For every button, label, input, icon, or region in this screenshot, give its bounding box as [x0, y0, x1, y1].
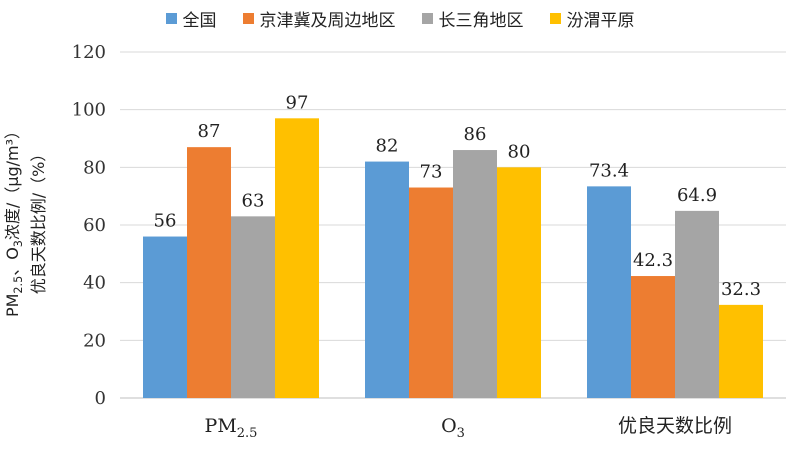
y-tick-label: 20 — [83, 330, 106, 351]
bar-data-label: 73.4 — [589, 160, 629, 181]
bar-data-label: 73 — [420, 162, 443, 183]
legend-swatch-national — [165, 13, 177, 24]
x-tick-label: O3 — [441, 415, 465, 441]
legend: 全国 京津冀及周边地区 长三角地区 汾渭平原 — [0, 6, 800, 31]
bar-data-label: 64.9 — [677, 185, 717, 206]
bar-data-label: 97 — [286, 92, 309, 113]
bar — [587, 186, 631, 398]
bar-data-label: 56 — [154, 211, 177, 232]
legend-label-fenwei: 汾渭平原 — [566, 11, 635, 31]
bar — [231, 216, 275, 398]
bar — [497, 167, 541, 398]
bar-data-label: 32.3 — [721, 279, 761, 300]
y-tick-label: 100 — [72, 100, 106, 121]
legend-item-national: 全国 — [165, 6, 217, 31]
bar — [719, 304, 763, 398]
bar — [275, 118, 319, 399]
x-tick-label: PM2.5 — [205, 415, 258, 441]
bar-data-label: 42.3 — [633, 250, 673, 271]
bar — [187, 147, 231, 398]
legend-item-jingjinji: 京津冀及周边地区 — [242, 6, 396, 31]
legend-label-national: 全国 — [182, 11, 217, 31]
y-tick-label: 80 — [83, 157, 106, 178]
legend-swatch-yangtze — [421, 13, 433, 24]
bar — [409, 187, 453, 398]
bar — [453, 150, 497, 398]
legend-label-jingjinji: 京津冀及周边地区 — [259, 11, 396, 31]
bar-data-label: 63 — [242, 190, 265, 211]
y-tick-label: 60 — [83, 215, 106, 236]
bar-data-label: 86 — [464, 124, 487, 145]
y-tick-label: 120 — [72, 42, 106, 63]
y-tick-label: 0 — [95, 388, 106, 409]
bar-data-label: 80 — [508, 141, 531, 162]
legend-swatch-fenwei — [549, 13, 561, 24]
legend-label-yangtze: 长三角地区 — [438, 11, 524, 31]
legend-swatch-jingjinji — [242, 13, 254, 24]
y-tick-label: 40 — [83, 273, 106, 294]
bar — [143, 236, 187, 398]
bar — [675, 210, 719, 398]
bar — [365, 161, 409, 398]
legend-item-fenwei: 汾渭平原 — [549, 6, 635, 31]
bar-data-label: 87 — [198, 121, 221, 142]
legend-item-yangtze: 长三角地区 — [421, 6, 524, 31]
x-tick-label: 优良天数比例 — [618, 415, 732, 437]
bar — [631, 276, 675, 398]
bar-data-label: 82 — [376, 136, 399, 157]
